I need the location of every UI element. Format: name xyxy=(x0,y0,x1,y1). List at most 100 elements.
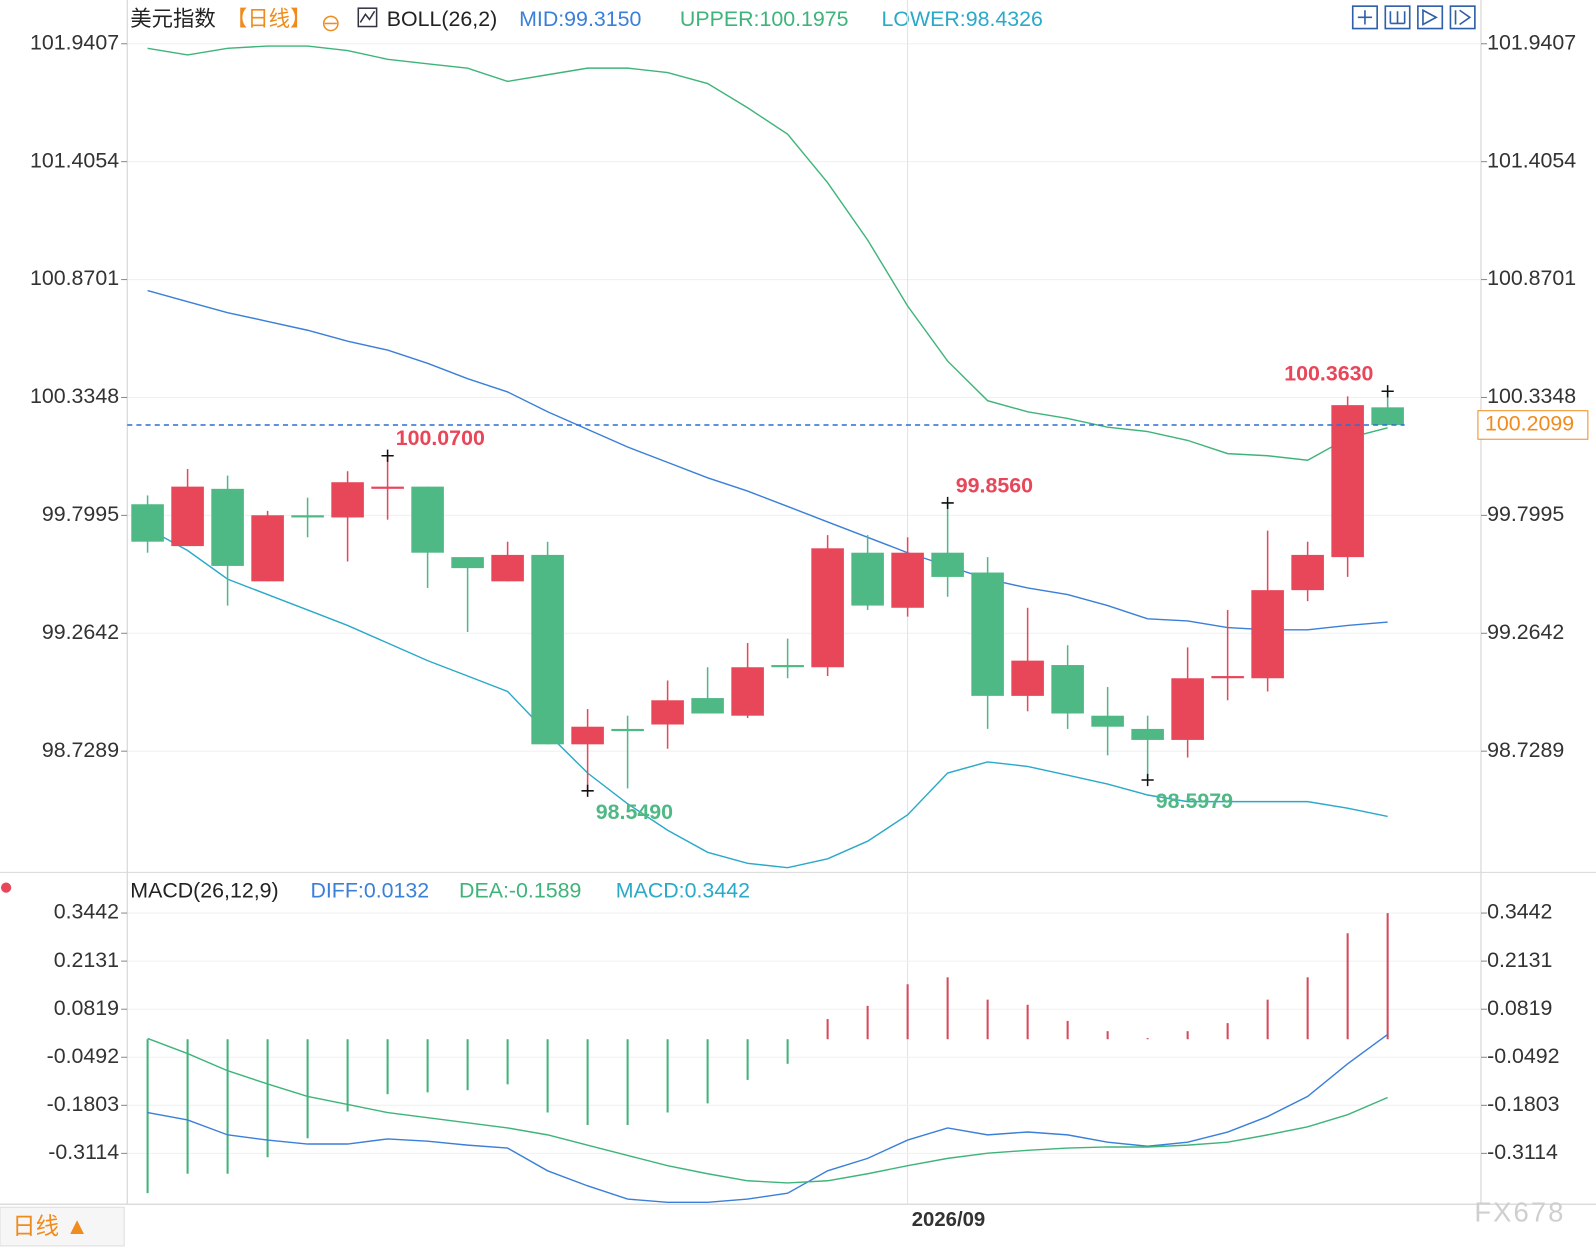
legend-entry: LOWER:98.4326 xyxy=(881,7,1042,31)
extreme-label: 100.3630 xyxy=(1284,362,1373,386)
y-tick-label: 101.4054 xyxy=(1487,148,1576,172)
candle-body xyxy=(491,554,524,582)
y-tick-label: 100.3348 xyxy=(1487,384,1576,408)
extreme-label: 98.5490 xyxy=(596,800,673,824)
y-tick-label: 99.7995 xyxy=(1487,502,1564,526)
legend-entry: MACD:0.3442 xyxy=(616,878,750,902)
boll-icon[interactable] xyxy=(357,7,378,28)
y-tick-label: 101.9407 xyxy=(30,30,119,54)
tool-button[interactable] xyxy=(1449,5,1476,30)
y-tick-label: 0.2131 xyxy=(1487,948,1552,972)
candle-body xyxy=(1291,554,1324,591)
candle-body xyxy=(691,698,724,714)
indicator-title: BOLL(26,2) xyxy=(387,7,497,31)
candle-body xyxy=(531,554,564,745)
y-tick-label: 0.2131 xyxy=(54,948,119,972)
candle-body xyxy=(1331,405,1364,558)
last-price-box xyxy=(1477,410,1589,440)
candle-body xyxy=(811,548,844,668)
y-tick-label: -0.0492 xyxy=(1487,1044,1559,1068)
y-tick-label: 99.2642 xyxy=(42,620,119,644)
extreme-marker xyxy=(581,784,594,797)
y-tick-label: 101.9407 xyxy=(1487,30,1576,54)
extreme-label: 98.5979 xyxy=(1156,789,1233,813)
candle-body xyxy=(611,728,644,732)
y-tick-label: -0.0492 xyxy=(47,1044,119,1068)
y-tick-label: 101.4054 xyxy=(30,148,119,172)
instrument-title: 美元指数 xyxy=(130,7,215,31)
candle-body xyxy=(411,486,444,553)
candle-body xyxy=(251,515,284,582)
candle-body xyxy=(891,552,924,608)
candle-body xyxy=(1131,728,1164,740)
y-tick-label: 100.3348 xyxy=(30,384,119,408)
candle-body xyxy=(731,667,764,716)
candle-body xyxy=(451,557,484,569)
candle-body xyxy=(851,552,884,606)
watermark: FX678 xyxy=(1474,1197,1565,1228)
candle-body xyxy=(171,486,204,547)
boll-line xyxy=(147,527,1388,869)
candle-body xyxy=(211,488,244,566)
y-tick-label: 100.8701 xyxy=(1487,266,1576,290)
candle-body xyxy=(571,726,604,745)
macd-line xyxy=(147,1037,1388,1184)
tool-button[interactable] xyxy=(1384,5,1411,30)
y-tick-label: 98.7289 xyxy=(1487,738,1564,762)
tool-icon xyxy=(1422,8,1438,26)
candle-body xyxy=(1051,665,1084,714)
extreme-marker xyxy=(941,496,954,510)
y-tick-label: 99.7995 xyxy=(42,502,119,526)
extreme-marker xyxy=(1141,773,1154,787)
extreme-label: 100.0700 xyxy=(396,426,485,450)
y-tick-label: -0.1803 xyxy=(1487,1092,1559,1116)
extreme-marker xyxy=(1381,385,1394,398)
candle-body xyxy=(1211,676,1244,679)
candle-body xyxy=(291,515,324,518)
legend-entry: MID:99.3150 xyxy=(519,7,641,31)
tool-icon xyxy=(1454,9,1472,26)
period-button-label[interactable]: 日线 ▲ xyxy=(12,1213,88,1239)
candle-body xyxy=(651,700,684,725)
y-tick-label: -0.1803 xyxy=(47,1092,119,1116)
legend-entry: DIFF:0.0132 xyxy=(310,878,429,902)
candle-body xyxy=(931,552,964,577)
candle-body xyxy=(1011,660,1044,696)
candle-body xyxy=(971,572,1004,696)
extreme-marker xyxy=(381,449,394,462)
candle-body xyxy=(331,482,364,518)
candle-body xyxy=(1251,590,1284,679)
last-price-label: 100.2099 xyxy=(1485,412,1574,436)
legend-entry: DEA:-0.1589 xyxy=(459,878,581,902)
y-tick-label: 0.3442 xyxy=(1487,900,1552,924)
legend-entry: UPPER:100.1975 xyxy=(680,7,849,31)
period-button[interactable] xyxy=(0,1206,125,1247)
indicator-title: MACD(26,12,9) xyxy=(130,878,278,902)
y-tick-label: 0.3442 xyxy=(54,900,119,924)
settings-icon[interactable] xyxy=(322,15,339,32)
y-tick-label: 0.0819 xyxy=(1487,996,1552,1020)
candle-body xyxy=(1371,407,1404,425)
tool-icon xyxy=(1389,11,1406,25)
candle-body xyxy=(771,665,804,668)
candle-body xyxy=(371,486,404,489)
boll-line xyxy=(147,45,1388,461)
boll-icon-line xyxy=(359,10,376,23)
toolbar xyxy=(1351,5,1476,30)
extreme-label: 99.8560 xyxy=(956,473,1033,497)
y-tick-label: 0.0819 xyxy=(54,996,119,1020)
tool-button[interactable] xyxy=(1417,5,1444,30)
y-tick-label: 100.8701 xyxy=(30,266,119,290)
y-tick-label: 99.2642 xyxy=(1487,620,1564,644)
y-tick-label: 98.7289 xyxy=(42,738,119,762)
period-label[interactable]: 【日线】 xyxy=(226,7,311,31)
pane-icon[interactable] xyxy=(1,882,12,893)
tool-icon xyxy=(1357,10,1373,25)
tool-button[interactable] xyxy=(1351,5,1378,30)
candle-body xyxy=(1091,715,1124,727)
candle-body xyxy=(1171,678,1204,740)
y-tick-label: -0.3114 xyxy=(48,1140,119,1164)
macd-line xyxy=(147,1033,1389,1204)
